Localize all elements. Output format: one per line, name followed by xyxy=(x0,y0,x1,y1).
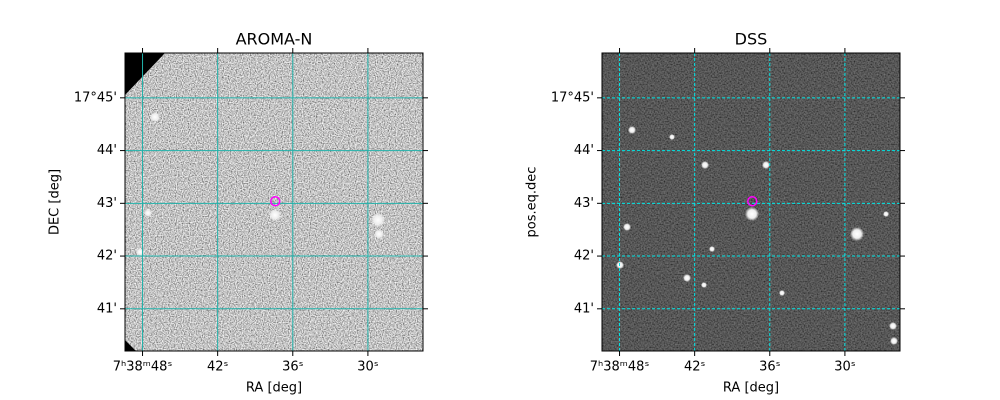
sky-image xyxy=(125,53,423,351)
y-tick-label: 44' xyxy=(97,143,117,158)
stars xyxy=(136,112,385,256)
y-axis-label: pos.eq.dec xyxy=(525,167,540,238)
chart-title: AROMA-N xyxy=(236,30,313,49)
x-tick-label: 7ʰ38ᵐ48ˢ xyxy=(590,360,650,375)
target-marker xyxy=(270,195,281,207)
y-tick-label: 17°45' xyxy=(74,90,117,105)
x-tick-label: 7ʰ38ᵐ48ˢ xyxy=(113,360,173,375)
no-data xyxy=(125,53,165,95)
x-axis-label: RA [deg] xyxy=(723,381,779,396)
y-tick-label: 17°45' xyxy=(551,90,594,105)
stars xyxy=(616,126,898,345)
x-tick-label: 36ˢ xyxy=(282,360,304,375)
y-tick-label: 43' xyxy=(574,196,594,211)
y-tick-label: 42' xyxy=(97,249,117,264)
image-right xyxy=(602,53,900,351)
y-axis-label: DEC [deg] xyxy=(48,169,63,235)
y-tick-label: 43' xyxy=(97,196,117,211)
y-tick-label: 42' xyxy=(574,249,594,264)
x-tick-label: 42ˢ xyxy=(207,360,229,375)
image-left xyxy=(125,53,423,351)
x-axis-label: RA [deg] xyxy=(246,381,302,396)
axes-frame xyxy=(124,52,424,352)
axes-frame xyxy=(601,52,901,352)
x-tick-label: 30ˢ xyxy=(834,360,856,375)
y-tick-label: 41' xyxy=(97,301,117,316)
no-data xyxy=(125,340,136,351)
x-tick-label: 36ˢ xyxy=(759,360,781,375)
y-tick-label: 44' xyxy=(574,143,594,158)
x-tick-label: 30ˢ xyxy=(357,360,379,375)
y-tick-label: 41' xyxy=(574,301,594,316)
target-marker xyxy=(747,195,758,207)
sky-image xyxy=(602,53,900,351)
x-tick-label: 42ˢ xyxy=(684,360,706,375)
chart-title: DSS xyxy=(735,30,768,49)
